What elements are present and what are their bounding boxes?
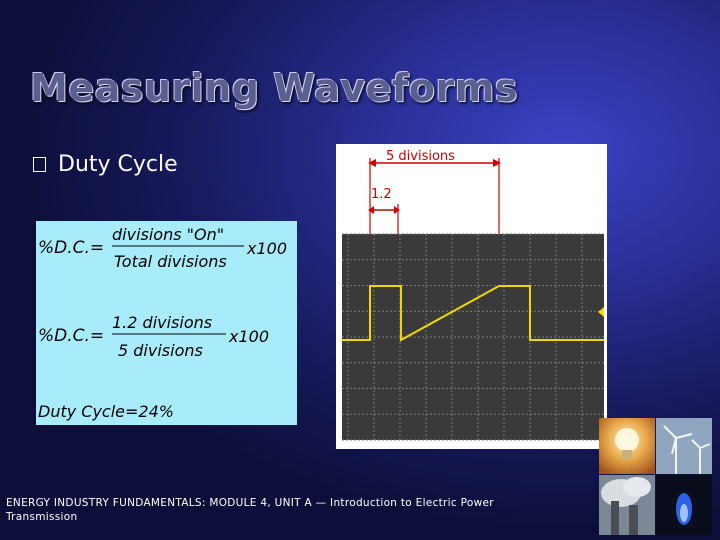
photo-wind-turbines	[656, 418, 712, 474]
on-arrowhead-right	[394, 206, 400, 214]
trigger-marker	[598, 307, 604, 317]
bullet-box-icon	[33, 157, 46, 172]
wind-turbine-icon	[663, 425, 711, 474]
bullet-text: Duty Cycle	[58, 152, 178, 177]
formula2-times: x100	[228, 327, 269, 346]
square-wave-trace	[342, 285, 604, 342]
formula-panel: %D.C.= divisions "On" Total divisions x1…	[36, 221, 297, 425]
footer-text: ENERGY INDUSTRY FUNDAMENTALS: MODULE 4, …	[6, 497, 494, 523]
formula2-denominator: 5 divisions	[118, 341, 203, 360]
photo-smokestacks	[599, 475, 655, 535]
on-label: 1.2	[371, 187, 392, 202]
oscilloscope-figure: 5 divisions 1.2	[336, 144, 609, 449]
formula2-numerator: 1.2 divisions	[112, 313, 212, 332]
photo-gas-flame	[656, 475, 712, 535]
scope-screen	[342, 234, 604, 440]
on-arrowhead-left	[368, 206, 374, 214]
period-arrowhead-left	[368, 159, 376, 167]
formula-result: Duty Cycle=24%	[38, 402, 174, 421]
formula1-lhs: %D.C.=	[38, 238, 104, 258]
smokestack-icon	[611, 501, 638, 535]
light-bulb-icon	[615, 428, 639, 452]
bullet-duty-cycle: Duty Cycle	[33, 152, 178, 177]
formula1-numerator: divisions "On"	[112, 225, 224, 244]
period-arrowhead-right	[493, 159, 501, 167]
formula1-denominator: Total divisions	[114, 252, 227, 271]
period-label: 5 divisions	[386, 149, 455, 164]
formula2-lhs: %D.C.=	[38, 326, 104, 346]
photo-light-bulb	[599, 418, 655, 474]
formula1-times: x100	[246, 239, 287, 258]
slide-title: Measuring Waveforms	[30, 66, 518, 110]
